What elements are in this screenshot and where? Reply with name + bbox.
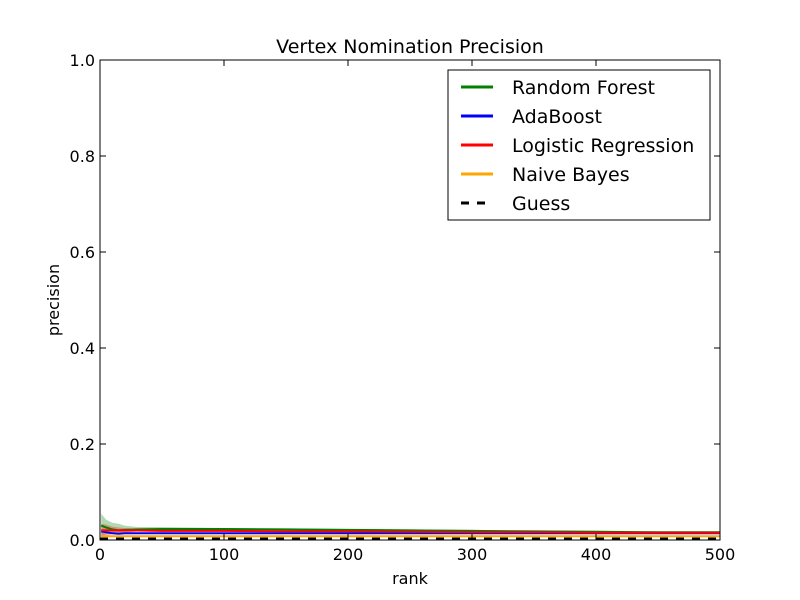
y-tick-label: 1.0 [70, 51, 95, 70]
y-tick-label: 0.4 [70, 339, 95, 358]
x-tick-label: 300 [457, 545, 488, 564]
x-axis-title: rank [392, 569, 429, 588]
y-tick-label: 0.2 [70, 435, 95, 454]
x-tick-label: 500 [705, 545, 736, 564]
y-tick-label: 0.0 [70, 531, 95, 550]
series-line-logistic-regression [101, 529, 720, 534]
x-tick-label: 400 [581, 545, 612, 564]
legend-label-random-forest: Random Forest [512, 77, 655, 99]
y-axis-title: precision [44, 264, 63, 336]
y-axis-ticks: 0.0 0.2 0.4 0.6 0.8 1.0 [70, 51, 720, 550]
series-lines [100, 524, 720, 541]
x-tick-label: 0 [95, 545, 105, 564]
legend-label-adaboost: AdaBoost [512, 106, 602, 128]
y-tick-label: 0.6 [70, 243, 95, 262]
x-tick-label: 200 [333, 545, 364, 564]
x-axis-ticks: 0 100 200 300 400 500 [95, 60, 735, 564]
chart-title: Vertex Nomination Precision [276, 36, 544, 58]
legend-label-guess: Guess [512, 193, 570, 215]
x-tick-label: 100 [209, 545, 240, 564]
legend: Random Forest AdaBoost Logistic Regression… [447, 69, 711, 221]
legend-label-logistic-regression: Logistic Regression [512, 135, 694, 157]
y-tick-label: 0.8 [70, 147, 95, 166]
legend-label-naive-bayes: Naive Bayes [512, 164, 630, 186]
plot-frame [99, 59, 721, 541]
